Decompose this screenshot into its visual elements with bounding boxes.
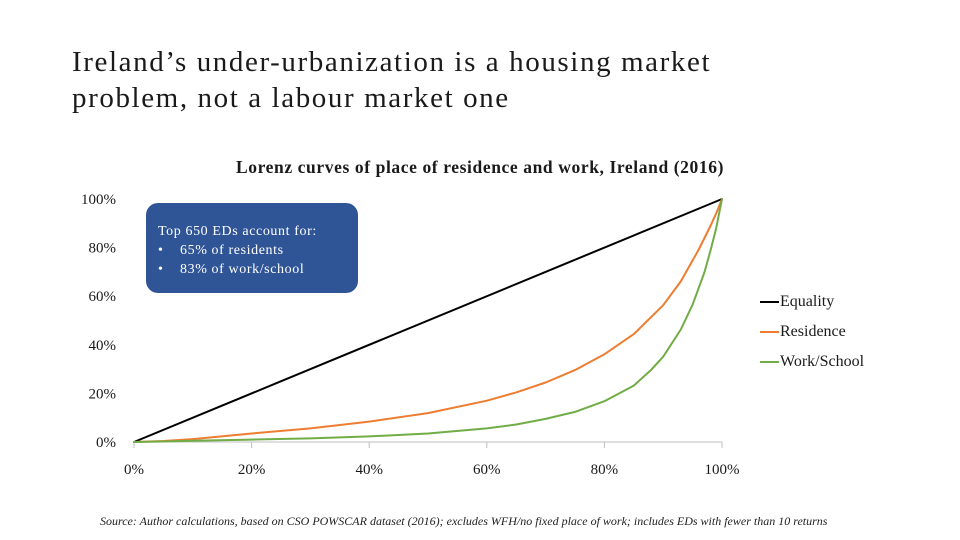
x-tick-label: 20% <box>238 462 266 478</box>
series-line-residence <box>133 198 723 443</box>
y-tick-label: 0% <box>96 435 116 451</box>
callout-item-work: • 83% of work/school <box>158 260 358 279</box>
x-tick-label: 60% <box>473 462 501 478</box>
y-tick-label: 60% <box>89 289 117 305</box>
callout-item-text: 65% of residents <box>180 243 284 258</box>
x-tick-label: 0% <box>124 462 144 478</box>
slide-title: Ireland’s under-urbanization is a housin… <box>72 44 892 116</box>
chart-title: Lorenz curves of place of residence and … <box>236 157 724 177</box>
y-tick-label: 40% <box>89 338 117 354</box>
bullet-icon: • <box>158 262 164 277</box>
x-tick-label: 80% <box>591 462 619 478</box>
source-note: Source: Author calculations, based on CS… <box>100 514 828 528</box>
callout-heading: Top 650 EDs account for: <box>158 224 317 239</box>
x-tick-label: 40% <box>355 462 383 478</box>
chart-axes: 0% 20% 40% 60% 80% 100% 0% 20% 40% 60% 80% 100% <box>81 192 740 478</box>
x-tick-label: 100% <box>705 462 740 478</box>
y-tick-label: 100% <box>81 192 116 208</box>
slide-title-line-2: problem, not a labour market one <box>72 82 510 114</box>
y-tick-label: 20% <box>89 386 117 402</box>
callout-item-residents: • 65% of residents <box>158 241 358 260</box>
legend-label-residence: Residence <box>780 323 846 340</box>
series-line-equality <box>133 198 723 443</box>
callout-item-text: 83% of work/school <box>180 262 305 277</box>
callout-box: Top 650 EDs account for: • 65% of residen… <box>146 203 358 293</box>
series-line-work-school <box>133 198 723 443</box>
bullet-icon: • <box>158 243 164 258</box>
chart-legend: Equality Residence Work/School <box>760 293 865 370</box>
chart-series <box>133 198 723 443</box>
legend-label-work-school: Work/School <box>780 353 865 370</box>
legend-label-equality: Equality <box>780 293 834 310</box>
y-tick-label: 80% <box>89 241 117 257</box>
slide-title-line-1: Ireland’s under-urbanization is a housin… <box>72 46 712 78</box>
